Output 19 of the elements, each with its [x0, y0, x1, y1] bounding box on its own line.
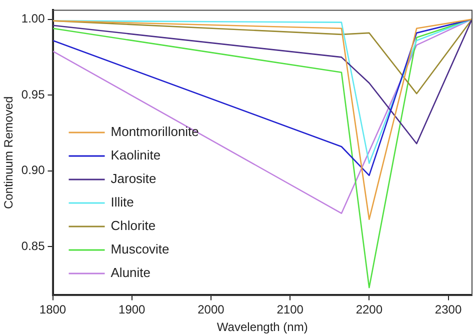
x-tick-label: 1800 [39, 302, 66, 317]
x-axis-title: Wavelength (nm) [216, 320, 308, 334]
legend-label: Illite [110, 194, 134, 210]
x-tick-label: 2200 [356, 302, 383, 317]
legend-label: Muscovite [110, 242, 170, 257]
x-tick-label: 2000 [198, 302, 225, 317]
x-tick-label: 1900 [118, 302, 146, 317]
y-tick-label: 0.85 [21, 239, 46, 253]
x-tick-label: 2100 [276, 302, 304, 317]
legend-label: Alunite [110, 265, 151, 280]
y-axis-title: Continuum Removed [2, 96, 16, 210]
y-tick-label: 0.90 [21, 163, 46, 178]
legend-label: Jarosite [110, 171, 156, 186]
legend-label: Chlorite [110, 218, 156, 234]
x-tick-label: 2300 [434, 302, 462, 317]
legend-label: Kaolinite [110, 148, 161, 163]
y-tick-label: 1.00 [21, 12, 46, 26]
legend-label: Montmorillonite [110, 124, 199, 140]
y-tick-label: 0.95 [21, 87, 46, 102]
